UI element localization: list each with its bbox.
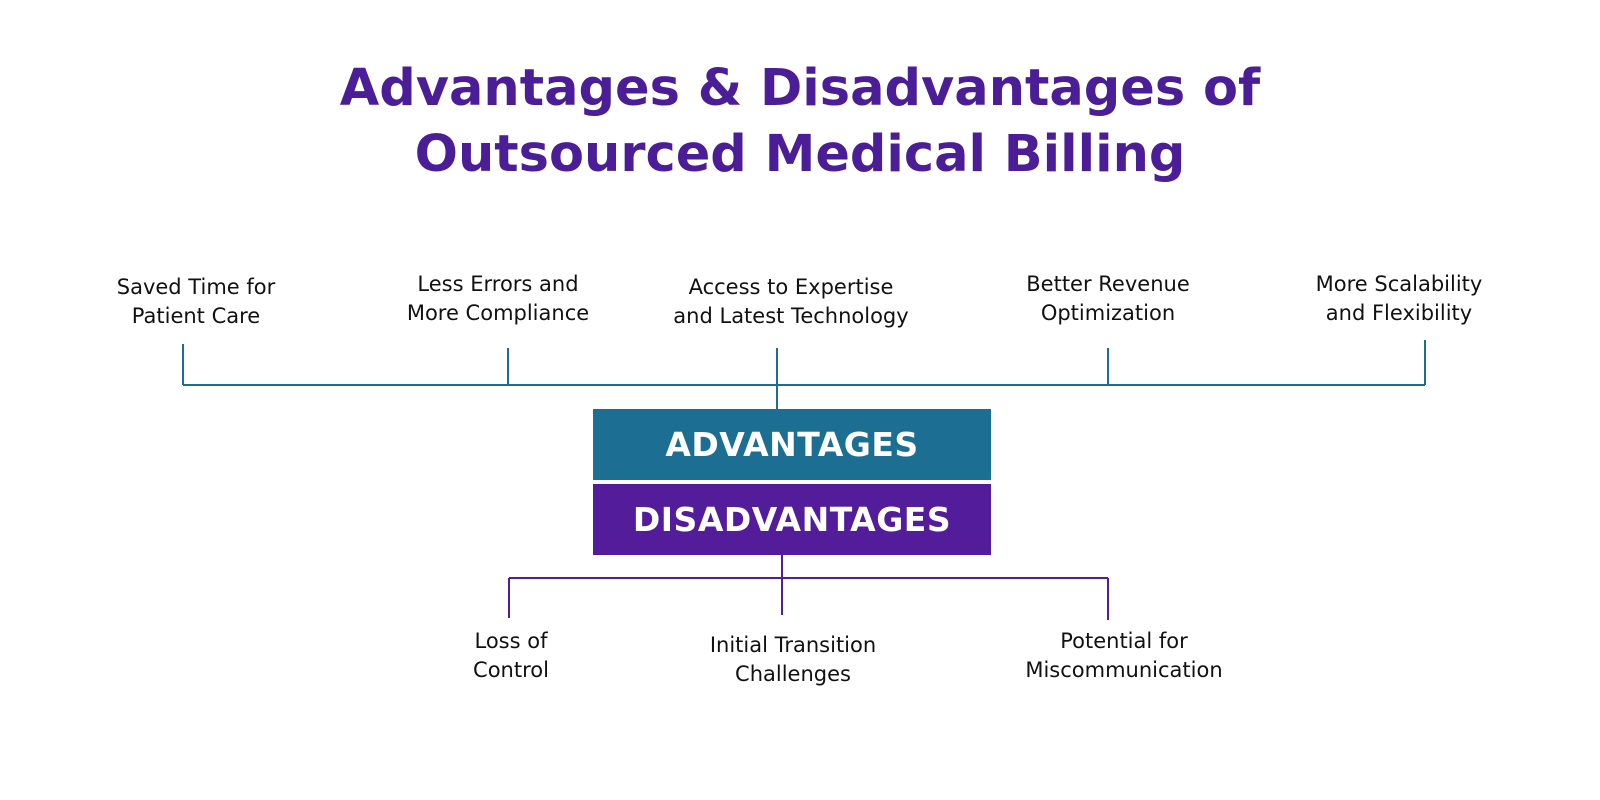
diagram-title: Advantages & Disadvantages of Outsourced… <box>0 56 1600 188</box>
advantage-item-expertise: Access to Expertise and Latest Technolog… <box>673 275 909 328</box>
title-line-1: Advantages & Disadvantages of <box>339 59 1261 118</box>
advantages-connectors <box>182 340 1426 409</box>
disadvantages-connectors <box>508 555 1109 620</box>
disadvantage-item-transition: Initial Transition Challenges <box>709 633 877 686</box>
advantage-item-less-errors: Less Errors and More Compliance <box>406 272 590 325</box>
advantage-item-saved-time: Saved Time for Patient Care <box>116 275 276 328</box>
disadvantage-item-miscommunication: Potential for Miscommunication <box>1025 629 1223 682</box>
disadvantage-item-loss-of-control: Loss of Control <box>473 629 549 682</box>
advantage-item-scalability: More Scalability and Flexibility <box>1315 272 1483 325</box>
disadvantages-box: DISADVANTAGES <box>593 484 991 555</box>
title-line-2: Outsourced Medical Billing <box>414 125 1186 184</box>
advantage-item-revenue: Better Revenue Optimization <box>1026 272 1190 325</box>
advantages-box: ADVANTAGES <box>593 409 991 480</box>
